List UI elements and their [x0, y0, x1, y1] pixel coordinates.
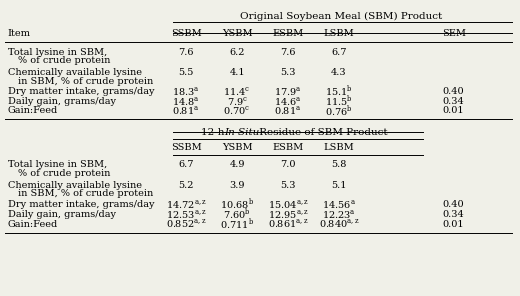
Text: % of crude protein: % of crude protein [18, 57, 110, 65]
Text: 0.34: 0.34 [443, 210, 464, 219]
Text: LSBM: LSBM [323, 29, 354, 38]
Text: 4.3: 4.3 [331, 68, 347, 77]
Text: 11.5$^{\mathregular{b}}$: 11.5$^{\mathregular{b}}$ [325, 94, 353, 109]
Text: YSBM: YSBM [222, 29, 252, 38]
Text: Item: Item [8, 29, 31, 38]
Text: 12.53$^{\mathregular{a,z}}$: 12.53$^{\mathregular{a,z}}$ [166, 208, 206, 221]
Text: 0.34: 0.34 [443, 97, 464, 106]
Text: 5.5: 5.5 [178, 68, 194, 77]
Text: 4.9: 4.9 [229, 160, 245, 169]
Text: in SBM, % of crude protein: in SBM, % of crude protein [18, 77, 153, 86]
Text: 7.6: 7.6 [178, 48, 194, 57]
Text: 11.4$^{\mathregular{c}}$: 11.4$^{\mathregular{c}}$ [224, 85, 251, 98]
Text: SSBM: SSBM [171, 29, 201, 38]
Text: Residue of SBM Product: Residue of SBM Product [256, 128, 387, 136]
Text: % of crude protein: % of crude protein [18, 169, 110, 178]
Text: 14.72$^{\mathregular{a,z}}$: 14.72$^{\mathregular{a,z}}$ [166, 198, 206, 211]
Text: 6.7: 6.7 [178, 160, 194, 169]
Text: 14.8$^{\mathregular{a}}$: 14.8$^{\mathregular{a}}$ [173, 95, 200, 108]
Text: Gain:Feed: Gain:Feed [8, 220, 58, 229]
Text: 4.1: 4.1 [229, 68, 245, 77]
Text: Dry matter intake, grams/day: Dry matter intake, grams/day [8, 200, 154, 209]
Text: 3.9: 3.9 [229, 181, 245, 190]
Text: 6.2: 6.2 [229, 48, 245, 57]
Text: YSBM: YSBM [222, 143, 252, 152]
Text: In Situ: In Situ [224, 128, 259, 136]
Text: Total lysine in SBM,: Total lysine in SBM, [8, 160, 107, 169]
Text: LSBM: LSBM [323, 143, 354, 152]
Text: SSBM: SSBM [171, 143, 201, 152]
Text: 0.711$^{\mathregular{b}}$: 0.711$^{\mathregular{b}}$ [220, 216, 254, 232]
Text: 10.68$^{\mathregular{b}}$: 10.68$^{\mathregular{b}}$ [220, 197, 254, 212]
Text: Gain:Feed: Gain:Feed [8, 106, 58, 115]
Text: 12.95$^{\mathregular{a,z}}$: 12.95$^{\mathregular{a,z}}$ [268, 208, 308, 221]
Text: 15.1$^{\mathregular{b}}$: 15.1$^{\mathregular{b}}$ [325, 84, 353, 99]
Text: 5.8: 5.8 [331, 160, 347, 169]
Text: 0.01: 0.01 [443, 220, 464, 229]
Text: 6.7: 6.7 [331, 48, 347, 57]
Text: 7.6: 7.6 [280, 48, 296, 57]
Text: 0.81$^{\mathregular{a}}$: 0.81$^{\mathregular{a}}$ [275, 104, 302, 117]
Text: 5.1: 5.1 [331, 181, 347, 190]
Text: ESBM: ESBM [272, 143, 304, 152]
Text: 14.6$^{\mathregular{a}}$: 14.6$^{\mathregular{a}}$ [274, 95, 302, 108]
Text: 7.60$^{\mathregular{b}}$: 7.60$^{\mathregular{b}}$ [223, 207, 251, 222]
Text: Daily gain, grams/day: Daily gain, grams/day [8, 97, 116, 106]
Text: 12-h: 12-h [201, 128, 228, 136]
Text: 5.2: 5.2 [178, 181, 194, 190]
Text: 0.840$^{\mathregular{a,z}}$: 0.840$^{\mathregular{a,z}}$ [319, 218, 359, 230]
Text: 0.40: 0.40 [443, 87, 464, 96]
Text: 14.56$^{\mathregular{a}}$: 14.56$^{\mathregular{a}}$ [322, 198, 356, 211]
Text: 7.9$^{\mathregular{c}}$: 7.9$^{\mathregular{c}}$ [227, 95, 248, 108]
Text: Chemically available lysine: Chemically available lysine [8, 68, 142, 77]
Text: ESBM: ESBM [272, 29, 304, 38]
Text: 18.3$^{\mathregular{a}}$: 18.3$^{\mathregular{a}}$ [172, 85, 200, 98]
Text: 0.01: 0.01 [443, 106, 464, 115]
Text: Dry matter intake, grams/day: Dry matter intake, grams/day [8, 87, 154, 96]
Text: 0.861$^{\mathregular{a,z}}$: 0.861$^{\mathregular{a,z}}$ [268, 218, 308, 230]
Text: in SBM, % of crude protein: in SBM, % of crude protein [18, 189, 153, 198]
Text: Chemically available lysine: Chemically available lysine [8, 181, 142, 190]
Text: 0.40: 0.40 [443, 200, 464, 209]
Text: 0.76$^{\mathregular{b}}$: 0.76$^{\mathregular{b}}$ [325, 103, 353, 118]
Text: 15.04$^{\mathregular{a,z}}$: 15.04$^{\mathregular{a,z}}$ [268, 198, 308, 211]
Text: 7.0: 7.0 [280, 160, 296, 169]
Text: 0.81$^{\mathregular{a}}$: 0.81$^{\mathregular{a}}$ [173, 104, 200, 117]
Text: 0.852$^{\mathregular{a,z}}$: 0.852$^{\mathregular{a,z}}$ [166, 218, 206, 230]
Text: SEM: SEM [441, 29, 465, 38]
Text: 17.9$^{\mathregular{a}}$: 17.9$^{\mathregular{a}}$ [274, 85, 302, 98]
Text: Original Soybean Meal (SBM) Product: Original Soybean Meal (SBM) Product [240, 12, 443, 21]
Text: Total lysine in SBM,: Total lysine in SBM, [8, 48, 107, 57]
Text: Daily gain, grams/day: Daily gain, grams/day [8, 210, 116, 219]
Text: 12.23$^{\mathregular{a}}$: 12.23$^{\mathregular{a}}$ [322, 208, 356, 221]
Text: 5.3: 5.3 [280, 181, 296, 190]
Text: 0.70$^{\mathregular{c}}$: 0.70$^{\mathregular{c}}$ [224, 104, 251, 117]
Text: 5.3: 5.3 [280, 68, 296, 77]
